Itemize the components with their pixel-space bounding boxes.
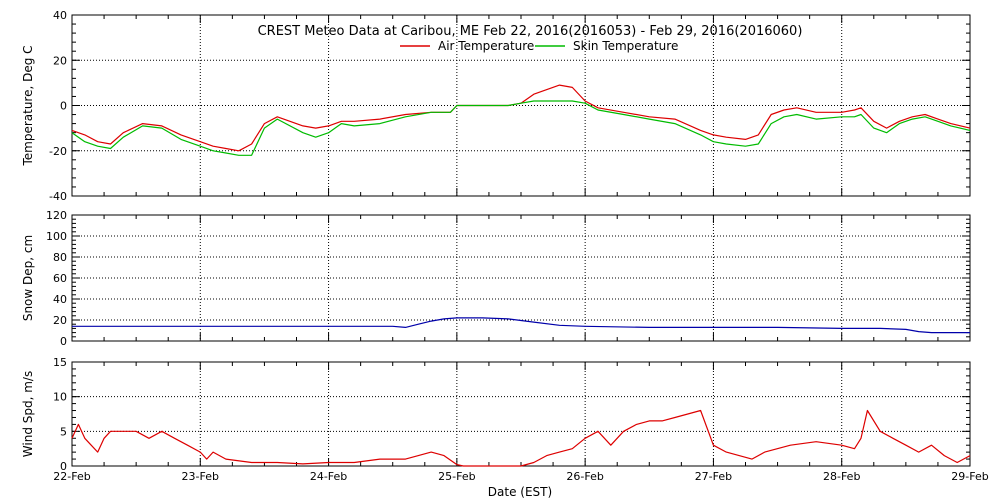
panels: -40 -20 0 20 40 Temperature, Deg C 0 20 40 60 80 10… xyxy=(21,9,989,483)
legend: Air Temperature Skin Temperature xyxy=(400,39,678,53)
y-tick-label: 40 xyxy=(53,293,67,306)
y-tick-label: -20 xyxy=(49,145,67,158)
y-tick-label: 15 xyxy=(53,356,67,369)
legend-label: Skin Temperature xyxy=(573,39,678,53)
legend-item: Air Temperature xyxy=(400,39,534,53)
y-tick-label: 60 xyxy=(53,272,67,285)
x-tick-label: 23-Feb xyxy=(182,470,219,483)
y-tick-label: 5 xyxy=(60,425,67,438)
panel-frame xyxy=(71,361,971,467)
x-axis-title: Date (EST) xyxy=(488,485,552,499)
y-axis-title: Wind Spd, m/s xyxy=(21,371,35,457)
series-line xyxy=(71,100,971,156)
panel-2: 0 20 40 60 80 100 120 Snow Dep, cm xyxy=(21,209,971,348)
y-tick-label: 20 xyxy=(53,54,67,67)
series-line xyxy=(71,409,971,467)
y-axis-title: Snow Dep, cm xyxy=(21,235,35,321)
y-tick-label: 0 xyxy=(60,460,67,473)
x-tick-label: 24-Feb xyxy=(310,470,347,483)
panel-3: 0 5 10 15 Wind Spd, m/s xyxy=(21,356,971,473)
x-tick-label: 25-Feb xyxy=(438,470,475,483)
x-tick-label: 29-Feb xyxy=(951,470,988,483)
y-tick-label: 0 xyxy=(60,335,67,348)
y-tick-label: 100 xyxy=(46,230,67,243)
x-tick-label: 26-Feb xyxy=(566,470,603,483)
chart-title: CREST Meteo Data at Caribou, ME Feb 22, … xyxy=(258,24,803,39)
y-tick-label: 120 xyxy=(46,209,67,222)
x-tick-label: 28-Feb xyxy=(823,470,860,483)
panel-frame xyxy=(71,214,971,342)
y-tick-label: 0 xyxy=(60,100,67,113)
series-line xyxy=(72,317,970,334)
y-tick-label: 20 xyxy=(53,314,67,327)
x-tick-label: 27-Feb xyxy=(695,470,732,483)
x-tick-label: 22-Feb xyxy=(53,470,90,483)
series-line xyxy=(71,84,971,152)
y-tick-label: 10 xyxy=(53,391,67,404)
legend-item: Skin Temperature xyxy=(535,39,678,53)
y-tick-label: -40 xyxy=(49,190,67,203)
panel-1: -40 -20 0 20 40 Temperature, Deg C xyxy=(21,9,971,203)
y-tick-label: 80 xyxy=(53,251,67,264)
legend-label: Air Temperature xyxy=(438,39,534,53)
y-tick-label: 40 xyxy=(53,9,67,22)
y-axis-title: Temperature, Deg C xyxy=(21,45,35,166)
